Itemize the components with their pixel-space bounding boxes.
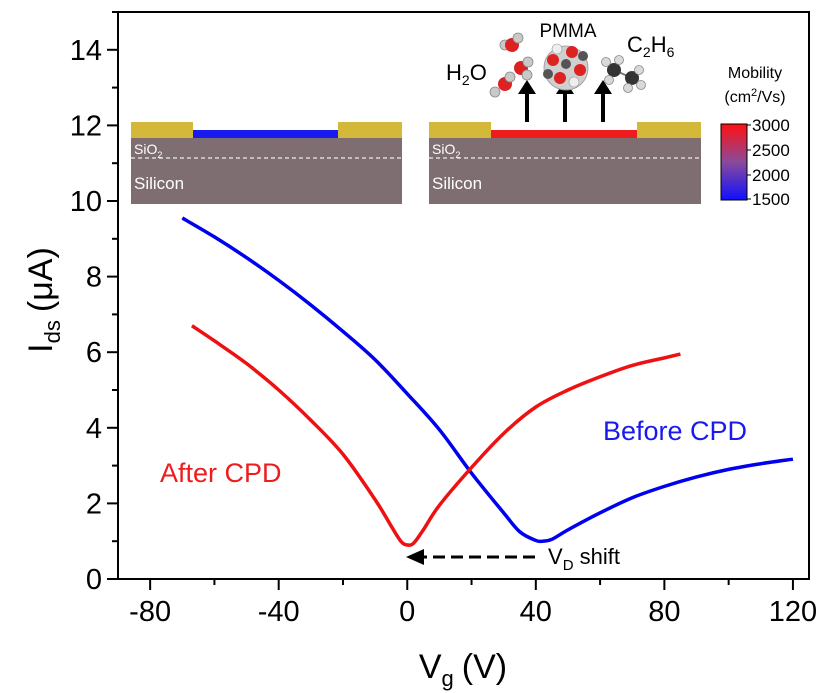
channel-after	[491, 130, 637, 138]
y-tick-label: 10	[70, 186, 102, 218]
gold-contact-left	[429, 122, 491, 138]
plot-frame	[117, 11, 810, 580]
gold-contact-right	[338, 122, 402, 138]
desorption-arrows	[518, 80, 612, 122]
svg-text:Silicon: Silicon	[432, 174, 482, 193]
c2h6-molecule-icon	[601, 55, 646, 93]
pmma-molecule-icon	[543, 43, 589, 91]
colorbar-tick-2000: 2000	[752, 166, 790, 185]
axis-ticks	[107, 11, 794, 590]
y-tick-label: 0	[86, 564, 102, 596]
x-tick-label: 0	[399, 596, 415, 628]
y-axis-label: Ids(μA)	[22, 247, 65, 353]
inset-device-after: SiO2 Silicon	[429, 122, 701, 204]
y-tick-label: 14	[70, 35, 102, 67]
x-tick-label: 120	[769, 596, 817, 628]
inset-device-before: SiO2 Silicon	[131, 122, 402, 204]
x-tick-label: -40	[258, 596, 300, 628]
series-before-cpd-line	[181, 216, 794, 544]
svg-text:Silicon: Silicon	[134, 174, 184, 193]
gold-contact-left	[131, 122, 193, 138]
pmma-label: PMMA	[540, 21, 597, 42]
colorbar-title-line1: Mobility	[728, 65, 782, 82]
x-tick-label: -80	[129, 596, 171, 628]
vd-shift-arrow	[406, 549, 535, 565]
colorbar-title-line2: (cm2/Vs)	[724, 87, 785, 106]
h2o-label: H2O	[446, 60, 487, 88]
colorbar	[720, 123, 748, 201]
after-cpd-label: After CPD	[160, 458, 282, 488]
colorbar-ticks	[747, 124, 751, 200]
h2o-molecule-icon	[489, 32, 534, 98]
vd-shift-label: VD shift	[548, 544, 620, 574]
svg-text:SiO2: SiO2	[432, 141, 460, 160]
y-tick-label: 6	[86, 337, 102, 369]
y-tick-label: 4	[86, 413, 102, 445]
x-axis-label: Vg (V)	[419, 648, 507, 691]
colorbar-tick-1500: 1500	[752, 190, 790, 209]
y-tick-label: 8	[86, 262, 102, 294]
colorbar-tick-2500: 2500	[752, 141, 790, 160]
before-cpd-label: Before CPD	[603, 416, 747, 446]
x-tick-label: 40	[520, 596, 552, 628]
x-tick-label: 80	[648, 596, 680, 628]
tick-labels: -80 -40 0 40 80 120 0 2 4 6 8 10 12 14	[70, 35, 817, 628]
gold-contact-right	[637, 122, 701, 138]
c2h6-label: C2H6	[627, 32, 675, 60]
y-tick-label: 12	[70, 110, 102, 142]
channel-before	[193, 130, 338, 138]
colorbar-tick-3000: 3000	[752, 116, 790, 135]
series-after-cpd-line	[190, 324, 681, 547]
y-tick-label: 2	[86, 488, 102, 520]
svg-text:SiO2: SiO2	[134, 141, 162, 160]
